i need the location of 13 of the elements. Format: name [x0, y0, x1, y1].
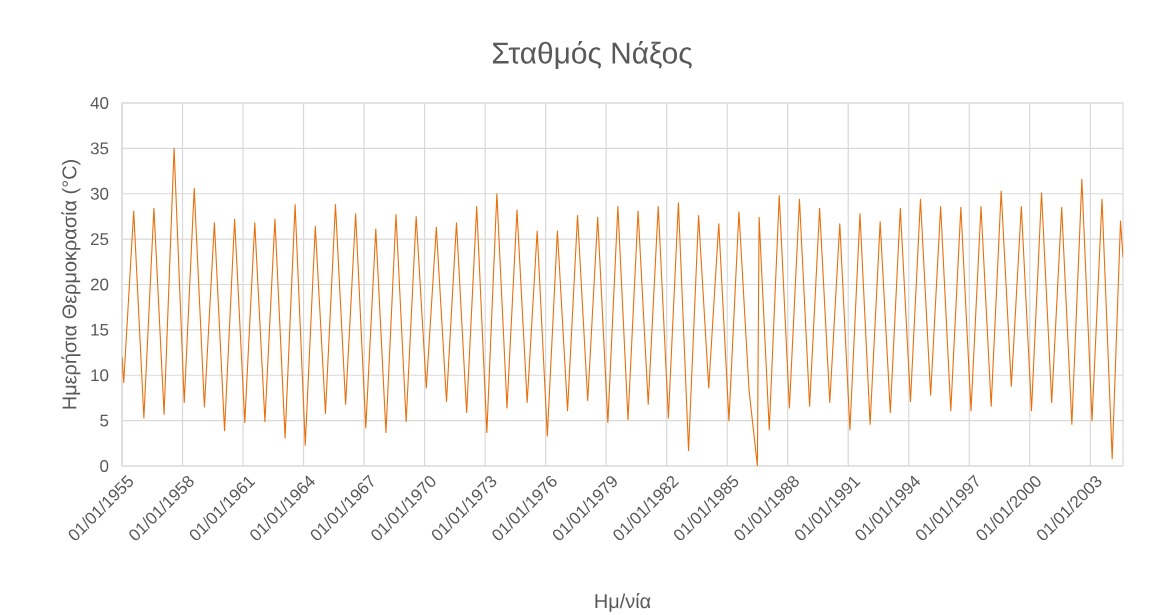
chart-title: Σταθμός Νάξος: [492, 40, 692, 70]
y-tick-label: 10: [91, 369, 109, 382]
y-tick-label: 25: [90, 233, 109, 246]
y-tick-label: 30: [90, 187, 109, 200]
y-tick-label: 35: [90, 142, 109, 155]
y-tick-label: 20: [90, 278, 109, 291]
y-tick-label: 15: [91, 323, 109, 336]
y-axis-title: Ημερήσια Θερμοκρασία (°C): [61, 160, 81, 409]
y-tick-label: 0: [100, 460, 109, 472]
y-tick-label: 5: [100, 414, 109, 427]
y-tick-label: 40: [90, 97, 109, 109]
x-axis-title: Ημ/νία: [595, 593, 651, 612]
line-series: [122, 147, 1124, 466]
